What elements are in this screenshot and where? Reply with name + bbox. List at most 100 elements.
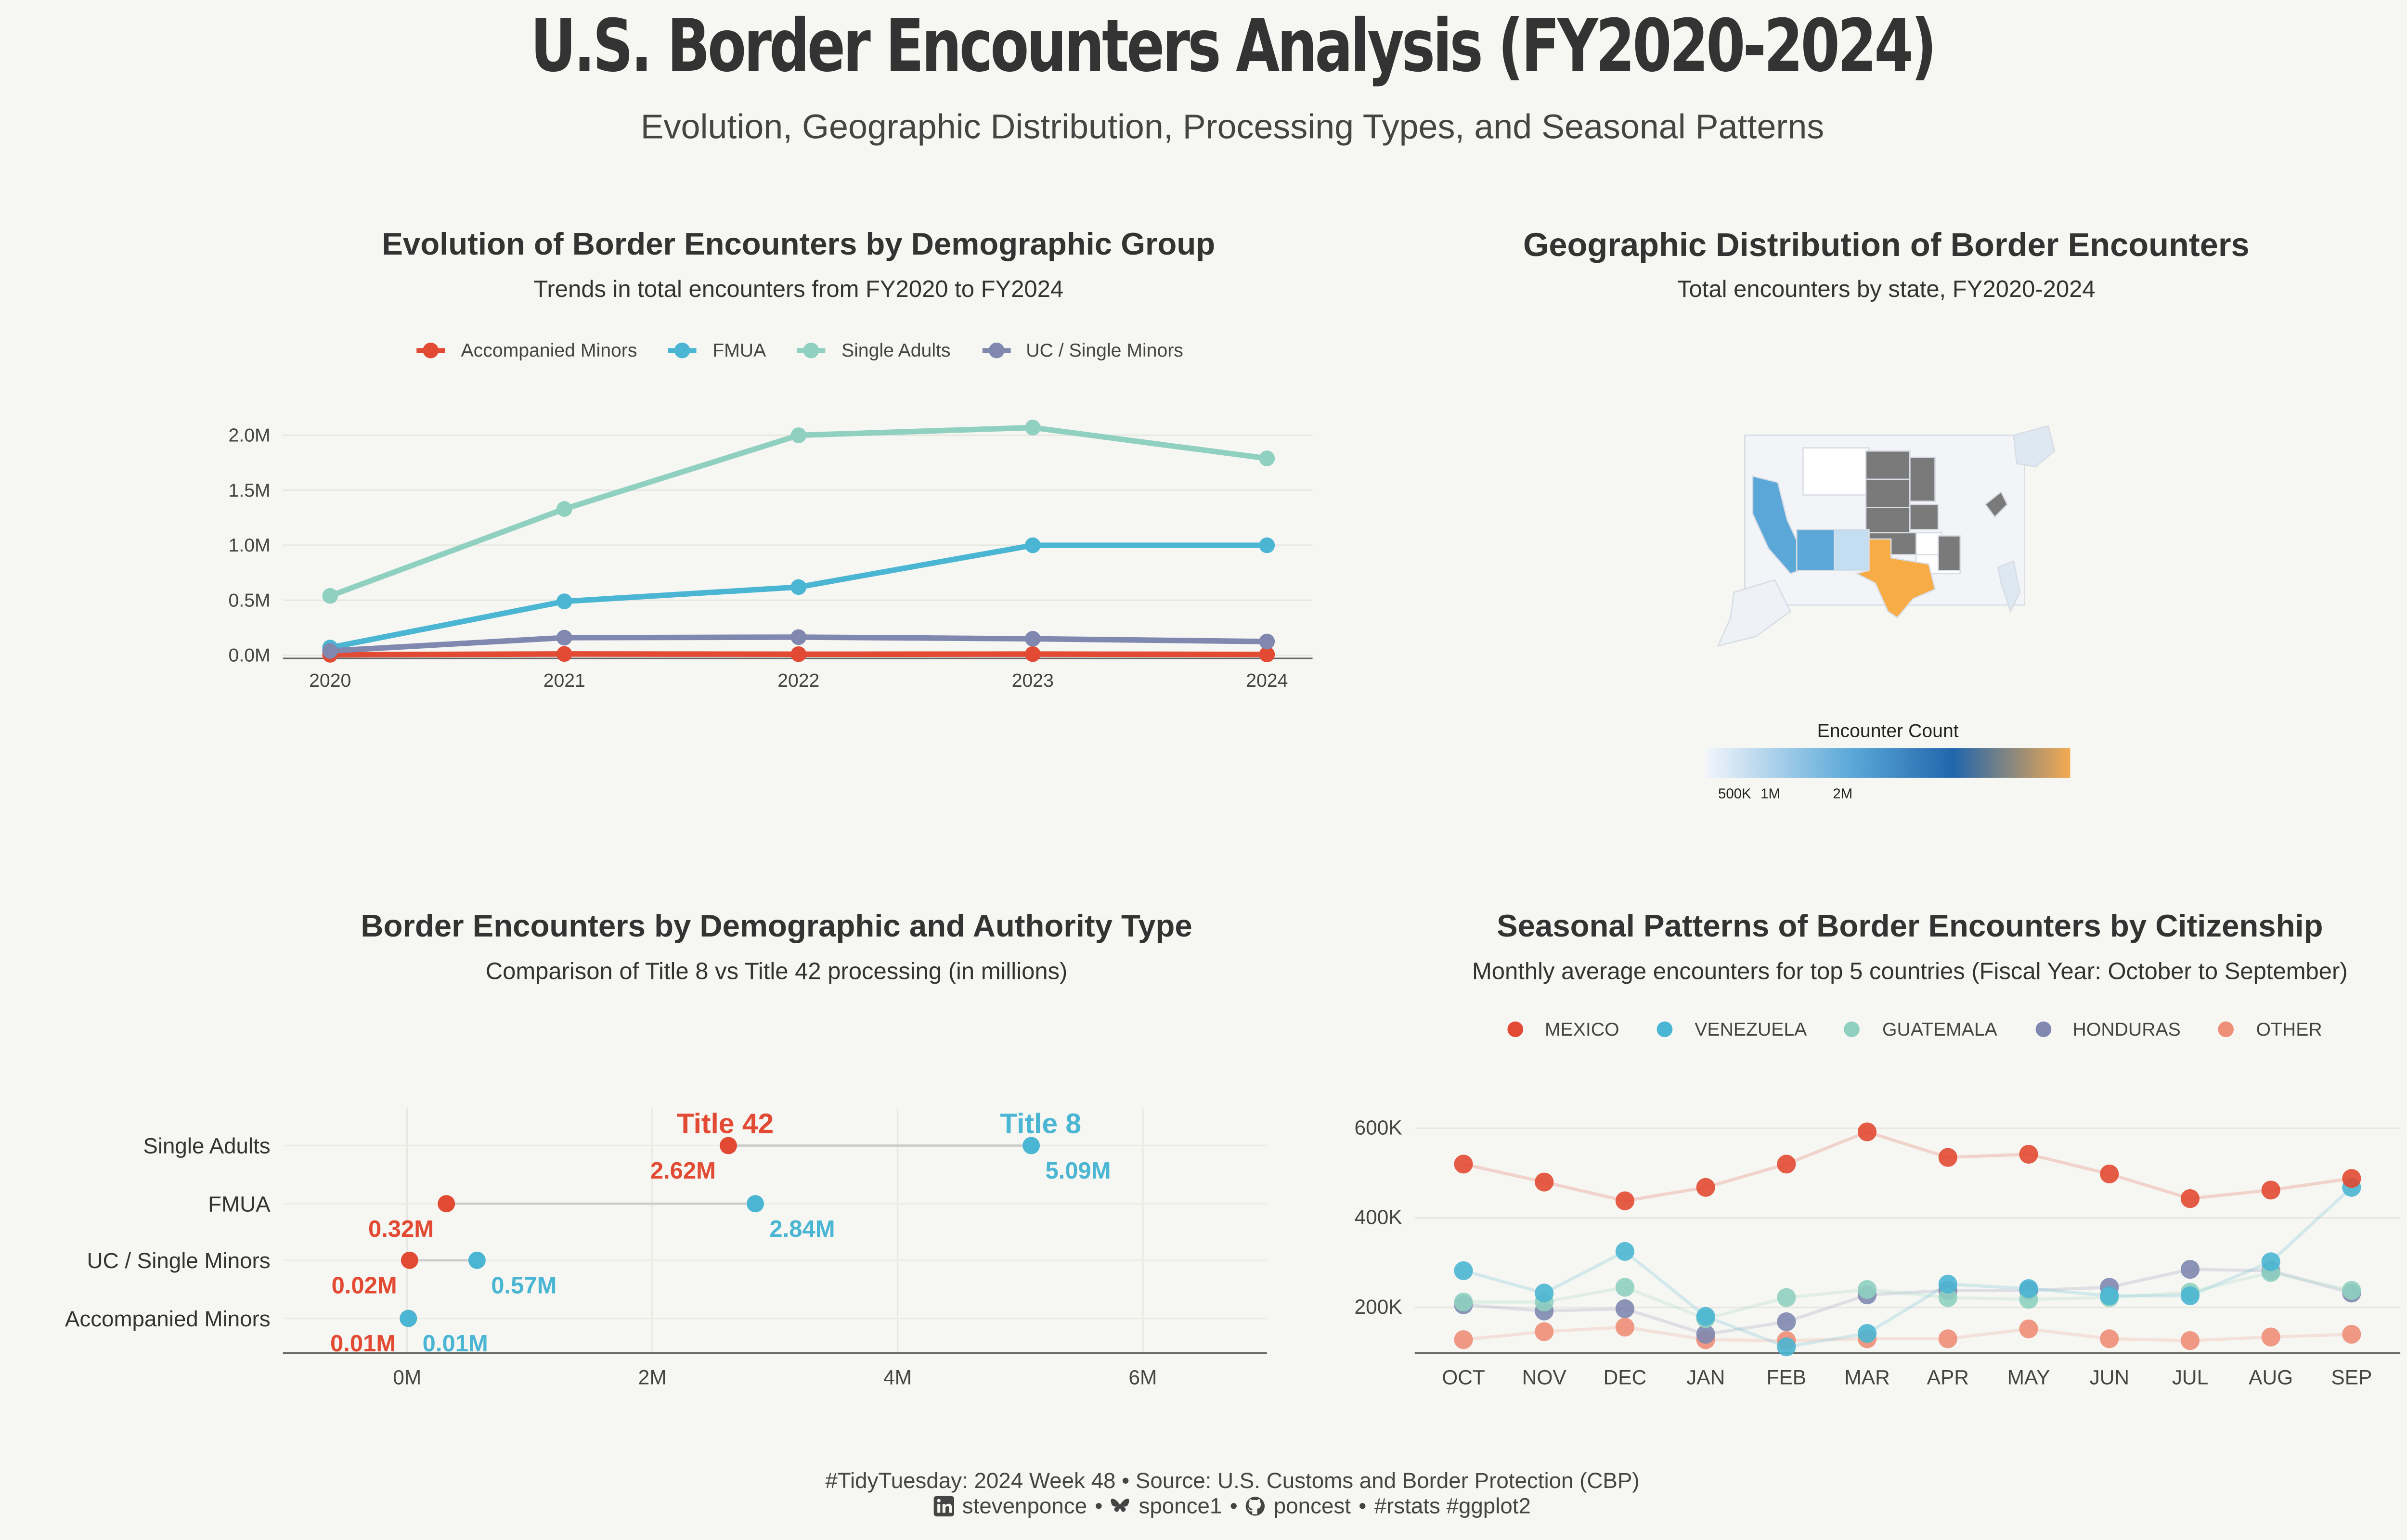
caption-social: stevenponce • sponce1 • poncest • #rstat… xyxy=(0,1493,2407,1518)
series-line-venezuela xyxy=(1463,1186,2353,1348)
bluesky-butterfly-icon[interactable] xyxy=(1111,1495,1131,1515)
title42-value-label: 0.02M xyxy=(332,1272,397,1298)
map-state-az xyxy=(1796,529,1835,571)
y-tick-label: Accompanied Minors xyxy=(65,1307,271,1331)
data-point-other xyxy=(2180,1331,2200,1350)
github-icon[interactable] xyxy=(1245,1495,1266,1515)
legend-key xyxy=(2035,1021,2051,1038)
data-point-uc-single-minors xyxy=(556,629,572,646)
page-subtitle: Evolution, Geographic Distribution, Proc… xyxy=(640,107,1825,146)
x-tick-label: APR xyxy=(1927,1366,1969,1389)
legend-label: GUATEMALA xyxy=(1882,1018,1997,1040)
data-point-accompanied-minors xyxy=(1024,646,1041,662)
data-point-accompanied-minors xyxy=(556,646,572,662)
y-tick-label: 600K xyxy=(1355,1116,1402,1139)
x-tick-label: 2020 xyxy=(309,670,351,691)
data-point-guatemala xyxy=(1615,1278,1635,1297)
data-point-venezuela xyxy=(2261,1252,2280,1271)
geo-legend-tick-1m: 1M xyxy=(1760,785,1781,802)
legend-key xyxy=(417,342,445,359)
x-tick-label: MAY xyxy=(2007,1366,2050,1389)
title8-point xyxy=(400,1309,417,1327)
data-point-venezuela xyxy=(1454,1261,1473,1281)
legend-label: Accompanied Minors xyxy=(461,339,637,362)
x-tick-label: JUN xyxy=(2089,1366,2129,1389)
title8-point xyxy=(747,1195,764,1213)
caption-separator: • xyxy=(1359,1493,1367,1518)
legend-item-accompanied-minors: Accompanied Minors xyxy=(414,339,637,361)
data-point-mexico xyxy=(1938,1148,1957,1167)
legend-item-mexico: MEXICO xyxy=(1498,1018,1619,1040)
data-point-mexico xyxy=(2180,1189,2200,1208)
data-point-venezuela xyxy=(1857,1324,1877,1343)
x-tick-label: 2021 xyxy=(544,670,585,691)
title8-value-label: 0.57M xyxy=(491,1272,556,1298)
legend-key-dot xyxy=(2218,1021,2234,1038)
data-point-venezuela xyxy=(1938,1274,1957,1294)
data-point-mexico xyxy=(2261,1181,2280,1200)
geo-legend-title: Encounter Count xyxy=(1817,719,1959,742)
legend-item-uc-single-minors: UC / Single Minors xyxy=(979,339,1183,361)
linkedin-icon[interactable] xyxy=(933,1495,955,1516)
x-tick-label: MAR xyxy=(1844,1366,1889,1389)
authority-subtitle: Comparison of Title 8 vs Title 42 proces… xyxy=(485,958,1068,986)
y-tick-label: 0.5M xyxy=(229,590,271,611)
series-line-single-adults xyxy=(329,424,1268,599)
data-point-honduras xyxy=(1777,1312,1796,1332)
title8-value-label: 2.84M xyxy=(769,1216,835,1242)
legend-key xyxy=(1507,1021,1523,1038)
data-point-fmua xyxy=(1024,537,1041,553)
data-point-accompanied-minors xyxy=(1259,646,1275,663)
legend-item-venezuela: VENEZUELA xyxy=(1647,1018,1807,1040)
x-tick-label: 4M xyxy=(883,1366,912,1389)
seasonal-title: Seasonal Patterns of Border Encounters b… xyxy=(1497,910,2323,945)
map-state-ne-region xyxy=(2013,425,2056,468)
seasonal-subtitle: Monthly average encounters for top 5 cou… xyxy=(1472,958,2348,986)
authority-chart: 0M 2M 4M 6M Single Adults 2.62M 5.09M FMUA 0.32M… xyxy=(65,1108,1267,1389)
y-tick-label: 200K xyxy=(1355,1296,1402,1318)
series-line-other xyxy=(1463,1325,2352,1342)
caption-separator: • xyxy=(1229,1493,1238,1518)
legend-label: VENEZUELA xyxy=(1695,1018,1807,1040)
data-point-guatemala xyxy=(1454,1292,1473,1312)
title42-value-label: 0.32M xyxy=(368,1216,434,1242)
data-point-uc-single-minors xyxy=(1024,631,1041,647)
data-point-mexico xyxy=(1857,1122,1877,1142)
data-point-honduras xyxy=(2180,1260,2200,1279)
data-point-venezuela xyxy=(2100,1286,2119,1306)
map-state-ar xyxy=(1937,535,1961,571)
linkedin-handle[interactable]: stevenponce xyxy=(962,1493,1087,1518)
data-point-single-adults xyxy=(322,588,338,604)
title42-point xyxy=(438,1195,455,1213)
legend-label: Single Adults xyxy=(841,339,951,362)
title42-point xyxy=(720,1137,737,1155)
legend-key-dot xyxy=(803,342,820,359)
legend-label: MEXICO xyxy=(1544,1018,1619,1040)
legend-item-other: OTHER xyxy=(2209,1018,2322,1040)
legend-label: HONDURAS xyxy=(2072,1018,2181,1040)
legend-label: FMUA xyxy=(712,339,766,362)
data-point-uc-single-minors xyxy=(790,629,807,645)
github-handle[interactable]: poncest xyxy=(1273,1493,1351,1518)
legend-key-dot xyxy=(2035,1021,2051,1038)
data-point-uc-single-minors xyxy=(1259,633,1275,650)
x-tick-label: 2022 xyxy=(777,670,819,691)
data-point-venezuela xyxy=(2019,1279,2038,1298)
bluesky-handle[interactable]: sponce1 xyxy=(1139,1493,1222,1518)
title8-annotation: Title 8 xyxy=(1000,1108,1081,1139)
geo-title: Geographic Distribution of Border Encoun… xyxy=(1523,228,2250,264)
data-point-mexico xyxy=(1696,1178,1715,1197)
map-state-mn xyxy=(1909,456,1936,502)
data-point-fmua xyxy=(556,593,572,609)
caption-tags: #rstats #ggplot2 xyxy=(1374,1493,1531,1518)
map-state-ne xyxy=(1865,507,1911,534)
x-tick-label: FEB xyxy=(1767,1366,1807,1389)
title42-annotation: Title 42 xyxy=(677,1108,774,1139)
data-point-honduras xyxy=(1696,1324,1715,1344)
x-tick-label: 0M xyxy=(393,1366,421,1389)
data-point-honduras xyxy=(1615,1299,1635,1319)
data-point-venezuela xyxy=(1777,1337,1796,1357)
data-point-single-adults xyxy=(556,501,572,517)
data-point-single-adults xyxy=(790,427,807,443)
y-tick-label: UC / Single Minors xyxy=(87,1248,271,1273)
